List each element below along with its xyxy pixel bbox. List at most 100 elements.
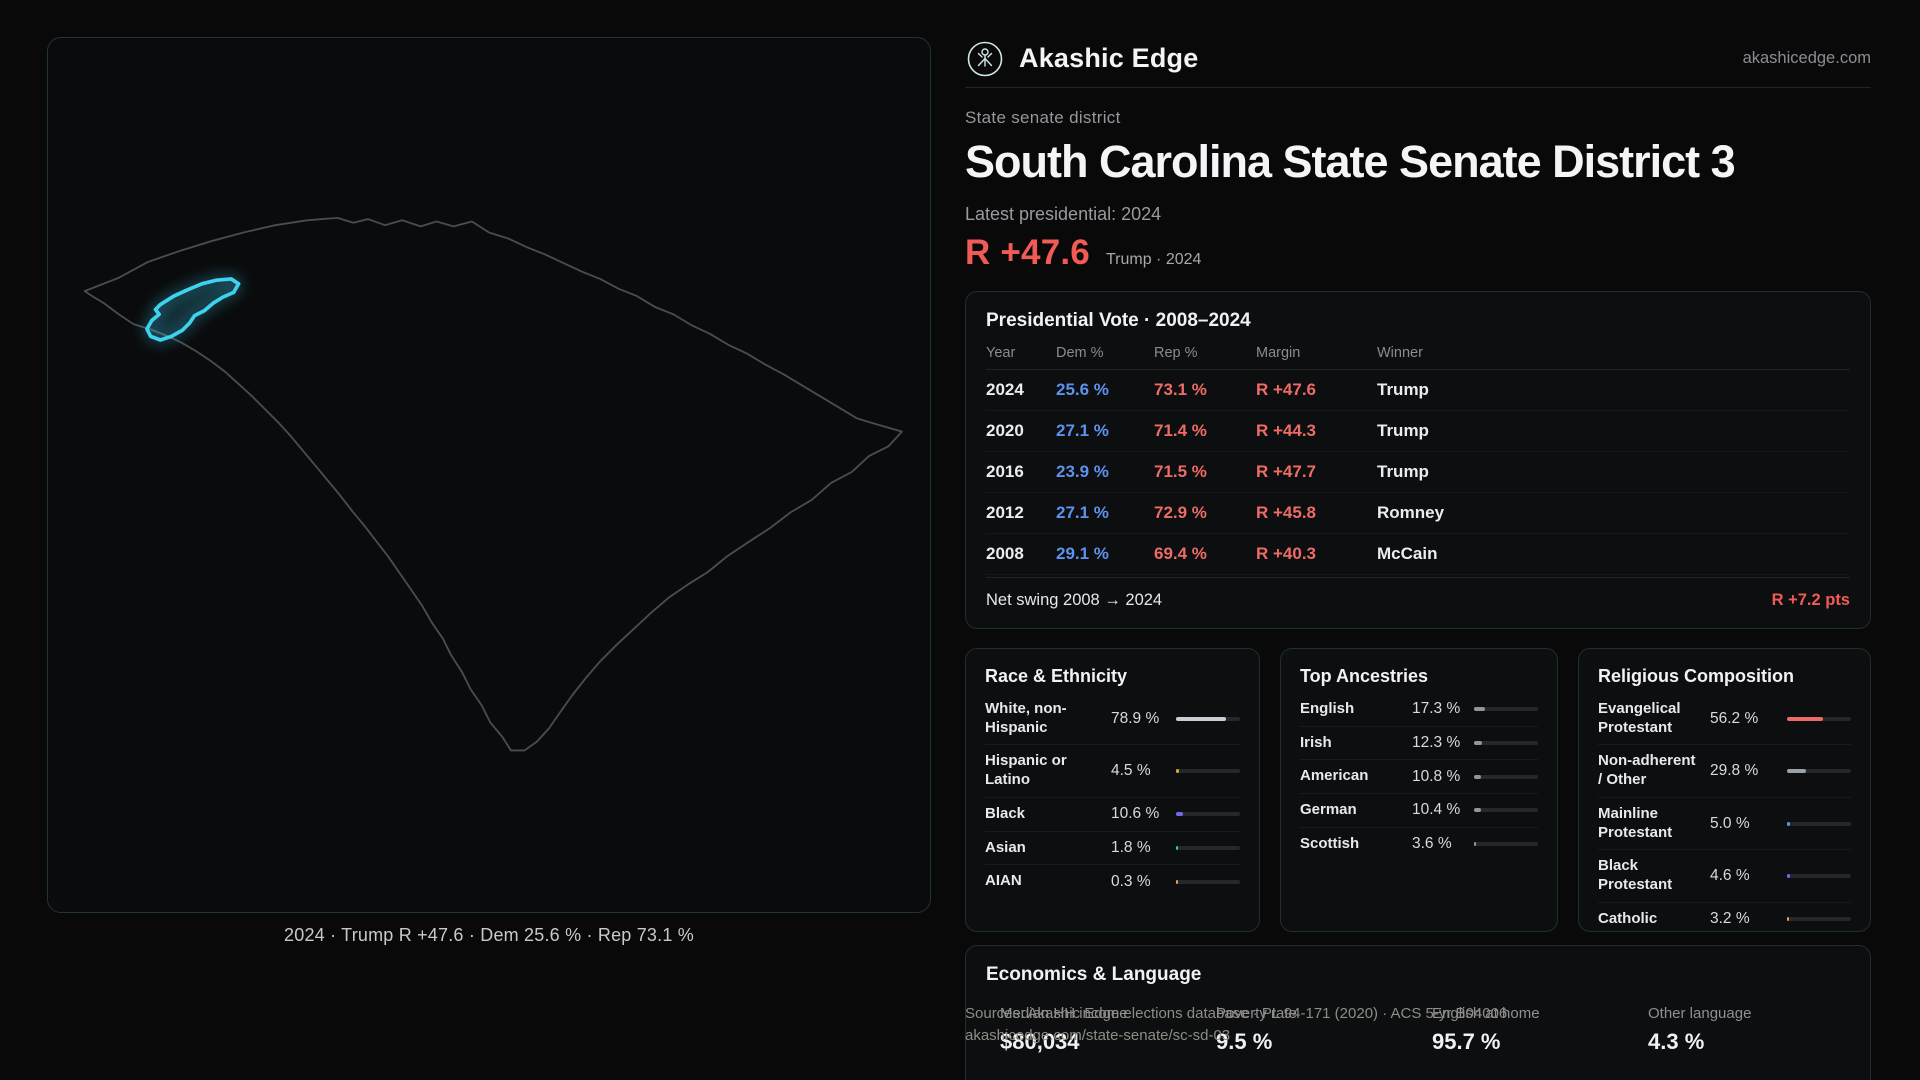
religious-composition-card: Religious Composition Evangelical Protes… [1578,647,1871,932]
demographics-row: Race & Ethnicity White, non-Hispanic 78.… [965,647,1871,932]
demo-label: Hispanic or Latino [985,752,1067,788]
stat-value: 4.3 % [1648,1028,1705,1054]
demo-value: 29.8 % [1710,762,1759,779]
demo-value: 10.4 % [1412,801,1461,819]
dem-cell: 27.1 % [1056,502,1109,522]
demo-bar [1474,740,1538,745]
demo-label: Irish [1300,733,1332,751]
stat-poverty-rate: Poverty rate 9.5 % [1202,1005,1418,1055]
stat-median-hh-income: Median HH income $80,034 [986,1005,1202,1055]
demo-label: Mainline Protestant [1598,804,1673,841]
demo-bar [1474,842,1538,847]
col-year: Year [986,344,1016,361]
economics-card-title: Economics & Language [986,963,1202,985]
demo-row: Mainline Protestant 5.0 % [1598,798,1851,851]
headline-margin: R +47.6 Trump · 2024 [965,233,1871,273]
col-rep: Rep % [1154,344,1198,361]
economics-language-card: Economics & Language Median HH income $8… [965,944,1871,1080]
district-type-eyebrow: State senate district [965,108,1121,127]
demo-bar [1787,917,1851,922]
sources-line-1: Sources: Akashic Edge elections database… [965,1005,1508,1022]
net-swing-label: Net swing 2008 → 2024 [986,590,1163,609]
latest-presidential-label: Latest presidential: 2024 [965,203,1162,224]
religion-card-title: Religious Composition [1598,665,1794,686]
demo-label: Black [985,804,1026,822]
sources-line-2: akashicedge.com/state-senate/sc-sd-03 [965,1026,1231,1044]
demo-bar [1176,769,1240,773]
demo-bar [1176,716,1240,721]
rep-cell: 72.9 % [1154,502,1207,522]
demo-row: Black 10.6 % [985,798,1240,832]
south-carolina-map [83,216,903,752]
demo-value: 12.3 % [1412,733,1461,751]
demo-row: Evangelical Protestant 56.2 % [1598,693,1851,746]
demo-value: 5.0 % [1710,814,1750,832]
net-swing-row: Net swing 2008 → 2024 R +7.2 pts [986,576,1850,610]
margin-cell: R +47.7 [1256,461,1317,481]
demo-row: Irish 12.3 % [1300,727,1538,761]
demo-value: 10.8 % [1412,767,1461,785]
site-header: Akashic Edge akashicedge.com [965,30,1871,88]
demo-label: Non-adherent / Other [1598,752,1696,788]
brand-name: Akashic Edge [1019,43,1199,73]
race-card-title: Race & Ethnicity [985,665,1128,686]
winner-cell: Romney [1377,502,1445,522]
demo-label: Scottish [1300,834,1360,852]
top-ancestries-card: Top Ancestries English 17.3 % Irish 12.3… [1280,647,1558,932]
winner-cell: Trump [1377,420,1429,440]
stat-english-at-home: English at home 95.7 % [1418,1005,1634,1055]
demo-value: 4.6 % [1710,867,1750,884]
demo-row: White, non-Hispanic 78.9 % [985,693,1240,746]
race-ethnicity-card: Race & Ethnicity White, non-Hispanic 78.… [965,647,1260,932]
table-row: 2016 23.9 % 71.5 % R +47.7 Trump [986,452,1850,493]
year-cell: 2024 [986,379,1024,399]
year-cell: 2008 [986,543,1024,563]
demo-row: Non-adherent / Other 29.8 % [1598,745,1851,798]
demo-label: AIAN [985,872,1022,890]
winner-cell: Trump [1377,461,1429,481]
table-row: 2024 25.6 % 73.1 % R +47.6 Trump [986,370,1850,411]
right-column: Akashic Edge akashicedge.com State senat… [965,30,1871,1080]
margin-cell: R +44.3 [1256,420,1317,440]
demo-label: American [1300,767,1369,785]
demo-value: 78.9 % [1111,709,1160,727]
table-row: 2012 27.1 % 72.9 % R +45.8 Romney [986,493,1850,534]
stat-label: Other language [1648,1004,1752,1022]
demo-value: 3.2 % [1710,910,1750,928]
demo-value: 3.6 % [1412,835,1452,853]
stat-label: English at home [1432,1004,1540,1022]
table-row: 2020 27.1 % 71.4 % R +44.3 Trump [986,411,1850,452]
ancestries-card-title: Top Ancestries [1300,665,1429,686]
presidential-card-title: Presidential Vote · 2008–2024 [986,309,1251,331]
demo-row: English 17.3 % [1300,693,1538,727]
sources-footer: Sources: Akashic Edge elections database… [965,1003,1507,1047]
map-panel [47,37,931,913]
stat-label: Median HH income [1000,1004,1128,1022]
demo-row: Asian 1.8 % [985,832,1240,866]
winner-cell: McCain [1377,543,1438,563]
margin-cell: R +45.8 [1256,502,1317,522]
margin-context: Trump · 2024 [1105,250,1202,268]
table-header-row: Year Dem % Rep % Margin Winner [986,345,1850,370]
demo-bar [1787,874,1851,878]
demo-row: AIAN 0.3 % [985,865,1240,898]
stat-value: $80,034 [1000,1028,1080,1054]
demo-bar [1474,774,1538,779]
page-title: South Carolina State Senate District 3 [965,136,1736,187]
dem-cell: 27.1 % [1056,420,1109,440]
rep-cell: 73.1 % [1154,379,1207,399]
demo-label: German [1300,801,1357,818]
demo-bar [1176,812,1240,817]
demo-row: Black Protestant 4.6 % [1598,850,1851,903]
demo-value: 4.5 % [1111,762,1151,779]
stat-label: Poverty rate [1216,1004,1297,1022]
demo-row: German 10.4 % [1300,794,1538,828]
demo-bar [1474,808,1538,813]
rep-cell: 71.5 % [1154,461,1207,481]
demo-value: 17.3 % [1412,700,1461,718]
demo-value: 10.6 % [1111,805,1160,823]
margin-cell: R +47.6 [1256,379,1317,399]
demo-row: American 10.8 % [1300,760,1538,794]
stat-other-language: Other language 4.3 % [1634,1005,1850,1055]
